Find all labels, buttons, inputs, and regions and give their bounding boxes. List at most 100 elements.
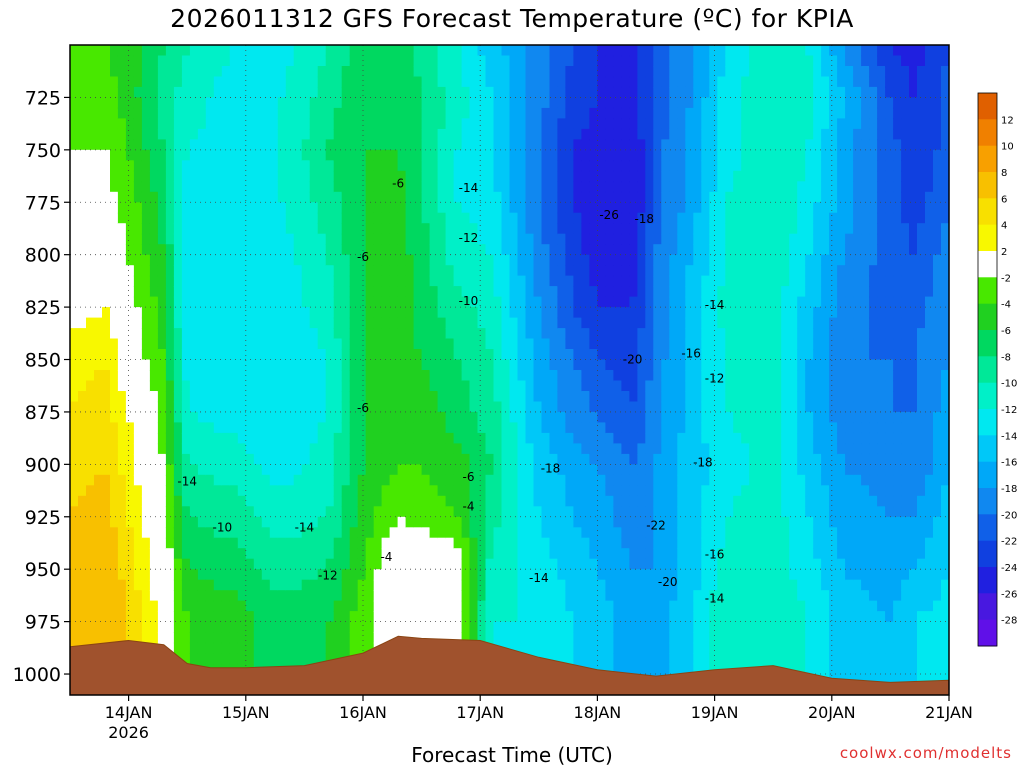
- temp-cell: [189, 611, 199, 623]
- temp-cell: [669, 495, 679, 508]
- temp-cell: [565, 275, 575, 287]
- temp-cell: [221, 485, 231, 497]
- temp-cell: [102, 149, 111, 162]
- temp-cell: [509, 642, 519, 654]
- temp-cell: [701, 55, 711, 67]
- temp-cell: [573, 45, 583, 57]
- temp-cell: [421, 233, 431, 245]
- temp-cell: [493, 527, 503, 539]
- temp-cell: [429, 86, 439, 99]
- temp-cell: [445, 118, 455, 130]
- temp-cell: [645, 401, 655, 413]
- temp-cell: [309, 181, 319, 193]
- temp-cell: [485, 349, 495, 361]
- temp-cell: [317, 97, 327, 109]
- temp-cell: [549, 380, 559, 392]
- temp-cell: [349, 642, 359, 654]
- temp-cell: [621, 307, 631, 319]
- temp-cell: [701, 317, 711, 329]
- temp-cell: [365, 370, 375, 382]
- temp-cell: [493, 579, 503, 591]
- temp-cell: [573, 600, 583, 612]
- temp-cell: [517, 66, 527, 78]
- temp-cell: [197, 349, 207, 361]
- temp-cell: [669, 97, 679, 109]
- temp-cell: [141, 191, 151, 204]
- temp-cell: [397, 569, 407, 581]
- temp-cell: [181, 296, 191, 308]
- temp-cell: [437, 128, 447, 141]
- temp-cell: [78, 296, 87, 308]
- temp-cell: [653, 191, 663, 204]
- temp-cell: [613, 45, 623, 57]
- temp-cell: [381, 474, 391, 487]
- temp-cell: [117, 380, 127, 392]
- temp-cell: [285, 55, 295, 67]
- temp-cell: [629, 422, 639, 434]
- temp-cell: [605, 66, 615, 78]
- temp-cell: [157, 128, 167, 141]
- temp-cell: [445, 76, 455, 88]
- temp-cell: [509, 380, 519, 392]
- temp-cell: [94, 307, 103, 319]
- temp-cell: [565, 160, 575, 172]
- temp-cell: [309, 349, 319, 361]
- temp-cell: [133, 370, 143, 382]
- temp-cell: [269, 359, 279, 371]
- temp-cell: [133, 307, 143, 319]
- temp-cell: [485, 506, 495, 518]
- temp-cell: [421, 359, 431, 371]
- temp-cell: [413, 422, 423, 434]
- temp-cell: [629, 338, 639, 350]
- temp-cell: [110, 569, 119, 581]
- temp-cell: [637, 579, 647, 591]
- temp-cell: [621, 296, 631, 308]
- temp-cell: [485, 391, 495, 403]
- temp-cell: [325, 128, 335, 141]
- temp-cell: [477, 464, 487, 476]
- temp-cell: [693, 370, 703, 382]
- temp-cell: [133, 265, 143, 277]
- temp-cell: [637, 244, 647, 256]
- temp-cell: [110, 600, 119, 612]
- temp-cell: [205, 569, 215, 581]
- temp-cell: [365, 569, 375, 581]
- temp-cell: [102, 495, 111, 508]
- temp-cell: [181, 380, 191, 392]
- temp-cell: [149, 621, 159, 633]
- temp-cell: [661, 632, 671, 644]
- temp-cell: [421, 632, 431, 644]
- temp-cell: [86, 359, 95, 371]
- temp-cell: [189, 349, 199, 361]
- temp-cell: [589, 422, 599, 434]
- temp-cell: [517, 328, 527, 340]
- temp-cell: [125, 212, 135, 224]
- temp-cell: [94, 558, 103, 570]
- temp-cell: [677, 548, 687, 560]
- temp-cell: [637, 328, 647, 340]
- temp-cell: [685, 191, 695, 204]
- temp-cell: [189, 296, 199, 308]
- temp-cell: [493, 66, 503, 78]
- temp-cell: [637, 317, 647, 329]
- temp-cell: [125, 202, 135, 214]
- temp-cell: [397, 495, 407, 508]
- temp-cell: [269, 401, 279, 413]
- temp-cell: [381, 380, 391, 392]
- temp-cell: [94, 611, 103, 623]
- temp-cell: [525, 86, 535, 99]
- temp-cell: [685, 212, 695, 224]
- temp-cell: [621, 653, 631, 665]
- temp-cell: [589, 464, 599, 476]
- temp-cell: [541, 611, 551, 623]
- temp-cell: [277, 443, 287, 455]
- temp-cell: [285, 223, 295, 235]
- temp-cell: [269, 495, 279, 508]
- temp-cell: [637, 107, 647, 120]
- temp-cell: [285, 401, 295, 413]
- temp-cell: [181, 474, 191, 487]
- temp-cell: [525, 611, 535, 623]
- temp-cell: [581, 118, 591, 130]
- temp-cell: [461, 286, 471, 298]
- temp-cell: [653, 97, 663, 109]
